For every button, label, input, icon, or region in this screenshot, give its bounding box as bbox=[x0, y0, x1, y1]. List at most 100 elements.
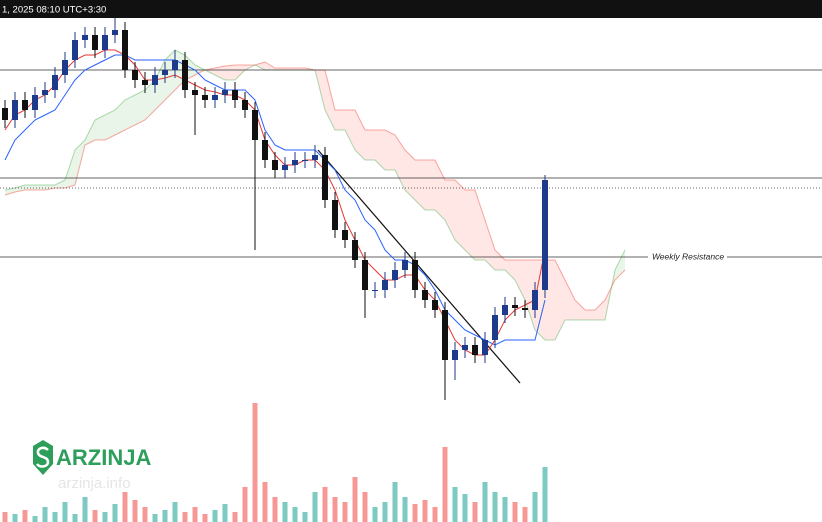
cloud-fill bbox=[265, 62, 275, 70]
volume-bar bbox=[242, 487, 248, 522]
volume-bar bbox=[192, 507, 198, 522]
cloud-fill bbox=[15, 185, 25, 192]
cloud-fill bbox=[585, 310, 595, 320]
volume-bar bbox=[502, 497, 508, 522]
candle-body bbox=[322, 155, 328, 200]
candle-body bbox=[492, 315, 498, 340]
cloud-fill bbox=[325, 70, 335, 130]
volume-bar bbox=[322, 487, 328, 522]
cloud-fill bbox=[105, 110, 115, 140]
candle-body bbox=[502, 305, 508, 315]
volume-bar bbox=[2, 512, 8, 522]
cloud-fill bbox=[475, 190, 485, 260]
cloud-fill bbox=[365, 130, 375, 160]
candle-body bbox=[412, 260, 418, 290]
volume-bar bbox=[462, 494, 468, 522]
candle-body bbox=[32, 95, 38, 110]
logo-url: arzinja.info bbox=[58, 475, 131, 492]
volume-bar bbox=[422, 500, 428, 522]
volume-bar bbox=[492, 492, 498, 522]
volume-bar bbox=[152, 514, 158, 522]
candle-body bbox=[542, 180, 548, 290]
cloud-fill bbox=[255, 62, 265, 70]
candle-body bbox=[202, 95, 208, 100]
header-text: 1, 2025 08:10 UTC+3:30 bbox=[2, 5, 106, 16]
volume-bar bbox=[302, 512, 308, 522]
cloud-fill bbox=[485, 220, 495, 270]
volume-bar bbox=[352, 477, 358, 522]
volume-bar bbox=[402, 497, 408, 522]
cloud-fill bbox=[115, 100, 125, 135]
candle-body bbox=[242, 100, 248, 110]
candle-body bbox=[312, 155, 318, 160]
candle-body bbox=[522, 308, 528, 310]
cloud-fill bbox=[555, 260, 565, 340]
cloud-fill bbox=[615, 250, 625, 280]
cloud-fill bbox=[25, 185, 35, 190]
cloud-fill bbox=[315, 70, 325, 110]
volume-bar bbox=[162, 510, 168, 522]
cloud-fill bbox=[235, 65, 245, 80]
candle-body bbox=[482, 340, 488, 355]
candle-body bbox=[122, 30, 128, 70]
candle-body bbox=[272, 160, 278, 170]
volume-bar bbox=[92, 510, 98, 522]
cloud-fill bbox=[465, 190, 475, 260]
candle-body bbox=[292, 160, 298, 165]
candle-body bbox=[332, 200, 338, 230]
cloud-fill bbox=[135, 90, 145, 125]
volume-bar bbox=[132, 500, 138, 522]
volume-bar bbox=[122, 492, 128, 522]
cloud-fill bbox=[565, 280, 575, 320]
candle-body bbox=[182, 60, 188, 90]
volume-bar bbox=[82, 497, 88, 522]
volume-bar bbox=[382, 502, 388, 522]
cloud-fill bbox=[215, 66, 225, 80]
volume-bar bbox=[202, 514, 208, 522]
cloud-fill bbox=[385, 130, 395, 170]
volume-bar bbox=[482, 482, 488, 522]
kijun-line bbox=[4, 54, 546, 346]
volume-bar bbox=[232, 512, 238, 522]
cloud-fill bbox=[345, 110, 355, 150]
cloud-fill bbox=[225, 65, 235, 80]
cloud-fill bbox=[335, 110, 345, 130]
volume-bar bbox=[42, 507, 48, 522]
cloud-fill bbox=[505, 260, 515, 280]
cloud-fill bbox=[415, 160, 425, 210]
volume-bar bbox=[52, 512, 58, 522]
volume-bar bbox=[22, 510, 28, 522]
candle-body bbox=[362, 260, 368, 290]
volume-bar bbox=[342, 502, 348, 522]
cloud-fill bbox=[245, 65, 255, 70]
volume-bar bbox=[142, 507, 148, 522]
candle-body bbox=[392, 270, 398, 280]
candle-body bbox=[462, 345, 468, 350]
volume-bar bbox=[312, 492, 318, 522]
cloud-fill bbox=[405, 150, 415, 200]
candle-body bbox=[402, 260, 408, 270]
cloud-fill bbox=[605, 270, 615, 320]
volume-bar bbox=[262, 482, 268, 522]
candle-body bbox=[192, 90, 198, 95]
volume-bar bbox=[362, 492, 368, 522]
candle-body bbox=[512, 305, 518, 308]
candle-body bbox=[2, 108, 8, 120]
candle-body bbox=[432, 300, 438, 310]
cloud-fill bbox=[35, 185, 45, 190]
cloud-fill bbox=[525, 260, 535, 330]
cloud-fill bbox=[445, 180, 455, 240]
volume-bar bbox=[12, 514, 18, 522]
volume-bar bbox=[252, 403, 258, 522]
volume-bar bbox=[172, 502, 178, 522]
candle-body bbox=[112, 30, 118, 35]
candle-body bbox=[302, 160, 308, 161]
volume-bar bbox=[112, 504, 118, 522]
candle-body bbox=[382, 280, 388, 290]
candle-body bbox=[372, 290, 378, 291]
volume-bar bbox=[472, 502, 478, 522]
cloud-fill bbox=[455, 180, 465, 250]
volume-bar bbox=[392, 482, 398, 522]
